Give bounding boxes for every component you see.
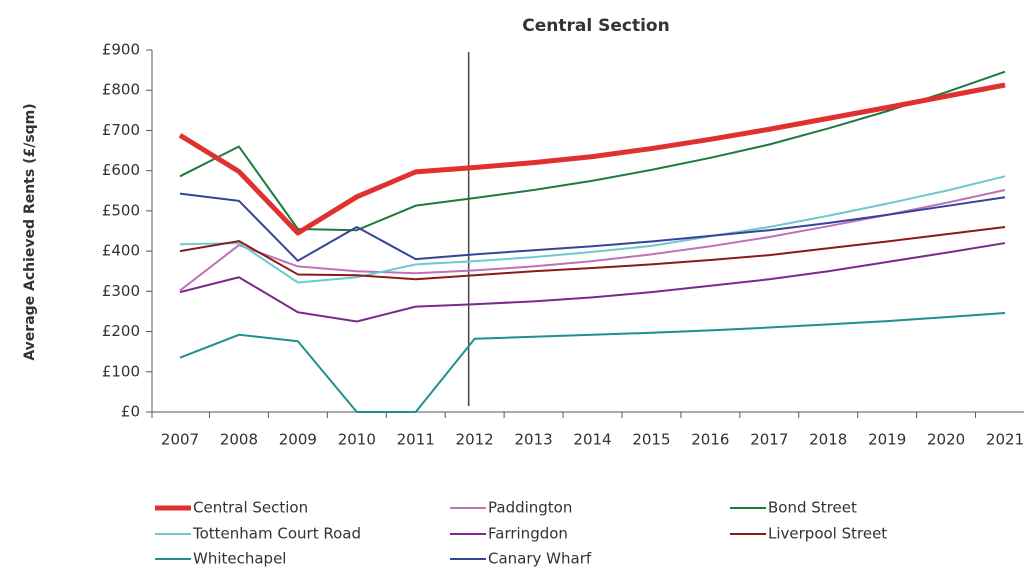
y-tick-label: £400 xyxy=(102,242,140,260)
y-tick-label: £700 xyxy=(102,121,140,139)
y-tick-label: £800 xyxy=(102,81,140,99)
x-tick-label: 2009 xyxy=(279,431,317,449)
y-tick-label: £0 xyxy=(121,403,140,421)
series-line xyxy=(179,175,1006,284)
legend-label: Tottenham Court Road xyxy=(192,525,361,543)
x-tick-label: 2012 xyxy=(456,431,494,449)
legend-label: Central Section xyxy=(193,499,308,517)
y-axis-label: Average Achieved Rents (£/sqm) xyxy=(22,103,38,360)
x-tick-label: 2014 xyxy=(573,431,611,449)
x-tick-label: 2021 xyxy=(986,431,1024,449)
legend-label: Liverpool Street xyxy=(768,525,887,543)
series-line xyxy=(179,225,1006,281)
x-tick-label: 2015 xyxy=(632,431,670,449)
x-tick-label: 2019 xyxy=(868,431,906,449)
x-tick-label: 2016 xyxy=(691,431,729,449)
x-tick-label: 2017 xyxy=(750,431,788,449)
y-tick-label: £200 xyxy=(102,322,140,340)
series-line xyxy=(178,82,1006,236)
x-tick-label: 2011 xyxy=(397,431,435,449)
legend-label: Canary Wharf xyxy=(488,550,592,568)
series-line xyxy=(179,312,1006,413)
series-line xyxy=(179,188,1006,292)
y-tick-label: £500 xyxy=(102,201,140,219)
legend-label: Paddington xyxy=(488,499,572,517)
legend-label: Whitechapel xyxy=(193,550,286,568)
y-tick-label: £600 xyxy=(102,161,140,179)
x-tick-label: 2008 xyxy=(220,431,258,449)
x-tick-label: 2013 xyxy=(514,431,552,449)
series-line xyxy=(179,192,1006,262)
x-tick-label: 2018 xyxy=(809,431,847,449)
y-tick-label: £100 xyxy=(102,362,140,380)
y-tick-label: £900 xyxy=(102,41,140,59)
legend-label: Farringdon xyxy=(488,525,568,543)
chart-title: Central Section xyxy=(522,16,669,36)
x-tick-label: 2010 xyxy=(338,431,376,449)
series-line xyxy=(179,242,1006,323)
x-tick-label: 2007 xyxy=(161,431,199,449)
y-tick-label: £300 xyxy=(102,282,140,300)
series-line xyxy=(179,70,1006,232)
legend-label: Bond Street xyxy=(768,499,857,517)
x-tick-label: 2020 xyxy=(927,431,965,449)
